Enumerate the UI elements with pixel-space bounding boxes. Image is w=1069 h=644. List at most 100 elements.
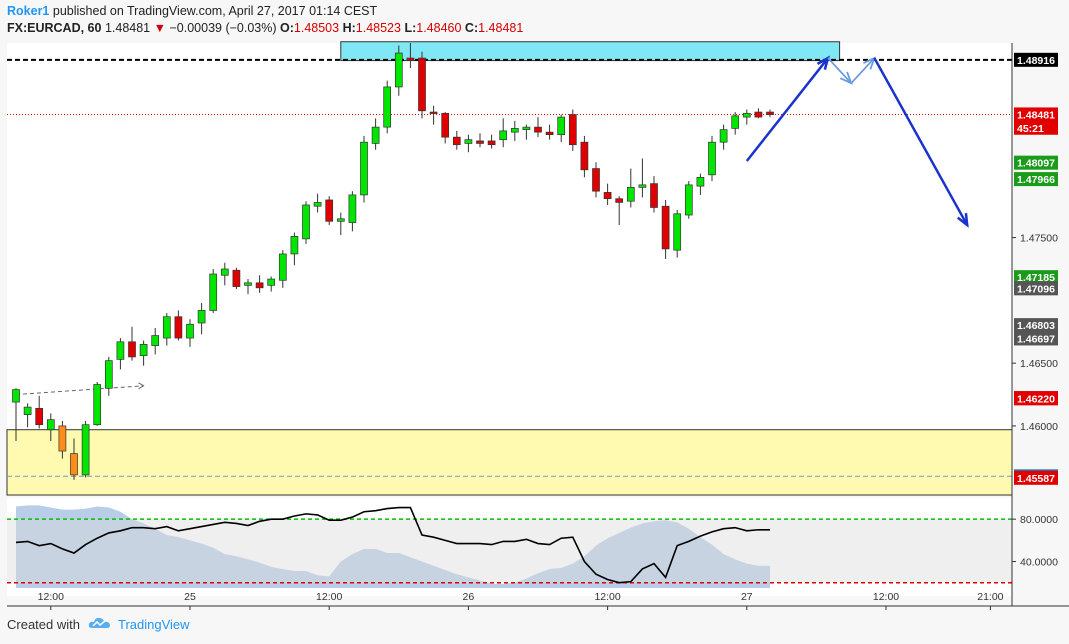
- symbol-label[interactable]: FX:EURCAD, 60: [7, 21, 102, 35]
- ohlc-line: FX:EURCAD, 60 1.48481 ▼ −0.00039 (−0.03%…: [7, 20, 1057, 37]
- price-label-bg: [1014, 281, 1058, 296]
- candle: [244, 279, 252, 295]
- candle: [12, 388, 20, 442]
- projection-dash: [15, 385, 144, 396]
- price-label-text: 1.47966: [1017, 174, 1055, 186]
- low-value: 1.48460: [416, 21, 462, 35]
- candle: [476, 133, 484, 148]
- candle: [197, 302, 206, 335]
- time-tick-label: 12:00: [38, 591, 64, 603]
- candle: [603, 183, 612, 205]
- candle-body: [313, 202, 322, 207]
- candle: [661, 199, 670, 259]
- candle-body: [267, 278, 276, 286]
- resistance-zone: [340, 41, 841, 62]
- publish-info: published on TradingView.com, April 27, …: [52, 4, 378, 18]
- candle-body: [302, 204, 310, 240]
- candle: [394, 45, 403, 96]
- close-value: 1.48481: [478, 21, 524, 35]
- candle-body: [429, 111, 438, 114]
- candle: [348, 191, 357, 232]
- price-label-bg: [1014, 391, 1058, 406]
- time-tick-label: 27: [741, 591, 753, 603]
- candle: [267, 276, 276, 292]
- price-label-bg: [1014, 107, 1058, 122]
- candle-body: [638, 184, 647, 188]
- candle-body: [81, 424, 90, 476]
- candle: [638, 158, 647, 198]
- candle-body: [708, 141, 716, 176]
- projection-arrow-icon: [138, 382, 145, 390]
- price-label: 1.47096: [1014, 281, 1058, 296]
- author-name[interactable]: Roker1: [7, 4, 50, 18]
- publish-line: Roker1 published on TradingView.com, Apr…: [7, 3, 1057, 20]
- candle-body: [406, 57, 415, 61]
- candle: [568, 109, 577, 151]
- price-label-text: 1.45587: [1017, 473, 1055, 485]
- candle: [429, 105, 438, 125]
- created-with-label: Created with: [7, 617, 80, 632]
- candle: [325, 196, 334, 226]
- candle-body: [23, 406, 32, 415]
- price-label: 1.48097: [1014, 155, 1058, 170]
- candle-body: [278, 253, 287, 281]
- footer: Created with TradingView: [7, 616, 190, 633]
- high-value: 1.48523: [355, 21, 401, 35]
- candle: [557, 114, 566, 143]
- candle-body: [510, 128, 519, 133]
- close-key: C:: [464, 21, 479, 35]
- candle-body: [162, 316, 171, 339]
- candle: [510, 120, 519, 141]
- candle: [46, 413, 55, 442]
- candle-body: [244, 282, 252, 286]
- candle-body: [186, 323, 194, 339]
- price-label-text: 1.47185: [1017, 272, 1055, 284]
- high-key: H:: [342, 21, 356, 35]
- candle-body: [673, 213, 682, 251]
- price-label-bg: [1014, 120, 1058, 135]
- support-zone: [6, 429, 1013, 496]
- candle: [232, 267, 241, 290]
- candle-body: [35, 408, 44, 426]
- forecast-arrow-line: [745, 57, 829, 162]
- time-tick-label: 21:00: [977, 591, 1003, 603]
- candle: [499, 118, 508, 148]
- candle: [696, 173, 705, 195]
- candle: [162, 312, 171, 346]
- candle-body: [452, 136, 461, 146]
- tradingview-link[interactable]: TradingView: [117, 617, 190, 632]
- candle-body: [290, 236, 299, 255]
- candle-body: [499, 130, 508, 141]
- price-label-bg: [1014, 172, 1058, 187]
- chart-header: Roker1 published on TradingView.com, Apr…: [7, 3, 1057, 37]
- time-tick-label: 12:00: [873, 591, 899, 603]
- time-tick-label: 25: [184, 591, 196, 603]
- candle: [673, 209, 682, 258]
- candle: [371, 118, 380, 150]
- price-change: −0.00039 (−0.03%): [169, 21, 277, 35]
- price-label-bg: [1014, 470, 1058, 485]
- price-label-bg: [1014, 331, 1058, 346]
- tradingview-cloud-icon[interactable]: [88, 616, 112, 633]
- candle: [708, 135, 716, 182]
- candle: [754, 108, 763, 119]
- price-label: 45:21: [1014, 120, 1058, 135]
- candle-body: [568, 114, 577, 146]
- candle-body: [557, 116, 566, 136]
- candle-body: [742, 112, 751, 118]
- candle: [255, 275, 264, 293]
- price-label-text: 1.48916: [1017, 55, 1055, 67]
- candle-body: [116, 341, 125, 360]
- candle-body: [650, 183, 658, 208]
- candle-body: [603, 192, 612, 200]
- rsi-line: [15, 506, 770, 584]
- candle-body: [545, 131, 554, 136]
- candle: [35, 395, 44, 429]
- candle-body: [325, 199, 334, 222]
- candle: [615, 196, 624, 226]
- rsi-area: [16, 505, 770, 588]
- main-pane-bg: [7, 43, 1012, 495]
- candle: [58, 420, 67, 459]
- forecast-arrowhead-icon: [839, 71, 853, 85]
